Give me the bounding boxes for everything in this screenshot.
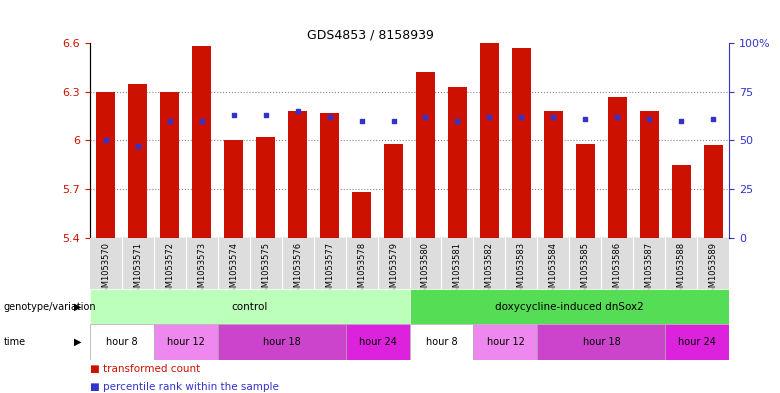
Text: ▶: ▶	[74, 337, 82, 347]
Text: GDS4853 / 8158939: GDS4853 / 8158939	[307, 28, 434, 41]
Text: genotype/variation: genotype/variation	[4, 301, 97, 312]
Text: hour 8: hour 8	[106, 337, 137, 347]
Point	[484, 114, 496, 120]
Text: GSM1053579: GSM1053579	[389, 242, 398, 298]
Point	[548, 114, 560, 120]
Bar	[96, 92, 115, 238]
Point	[100, 138, 112, 144]
Bar	[288, 111, 307, 238]
Text: GSM1053573: GSM1053573	[197, 242, 206, 298]
Bar	[346, 324, 410, 360]
Text: hour 8: hour 8	[426, 337, 457, 347]
Bar	[384, 144, 403, 238]
Text: ▶: ▶	[74, 301, 82, 312]
Point	[195, 118, 207, 124]
Text: GSM1053571: GSM1053571	[133, 242, 142, 298]
Text: control: control	[232, 301, 268, 312]
Bar	[90, 324, 154, 360]
Bar	[416, 72, 435, 238]
Bar	[608, 97, 627, 238]
Point	[644, 116, 656, 122]
Bar	[704, 145, 723, 238]
Bar	[320, 113, 339, 238]
Text: hour 24: hour 24	[359, 337, 396, 347]
Bar	[218, 324, 346, 360]
Text: GSM1053580: GSM1053580	[421, 242, 430, 298]
Text: ■ transformed count: ■ transformed count	[90, 364, 200, 373]
Point	[228, 112, 240, 118]
Bar	[544, 111, 563, 238]
Bar	[410, 289, 729, 324]
Bar	[224, 140, 243, 238]
Point	[164, 118, 176, 124]
Point	[292, 108, 304, 114]
Text: GSM1053581: GSM1053581	[453, 242, 462, 298]
Text: hour 18: hour 18	[263, 337, 300, 347]
Point	[580, 116, 592, 122]
Point	[131, 143, 144, 149]
Text: GSM1053583: GSM1053583	[517, 242, 526, 298]
Bar	[480, 43, 499, 238]
Bar	[512, 48, 531, 238]
Text: GSM1053578: GSM1053578	[357, 242, 366, 298]
Bar	[128, 84, 147, 238]
Point	[356, 118, 368, 124]
Text: GSM1053575: GSM1053575	[261, 242, 270, 298]
Point	[451, 118, 463, 124]
Bar	[90, 238, 729, 289]
Bar	[154, 324, 218, 360]
Text: GSM1053587: GSM1053587	[645, 242, 654, 298]
Bar	[448, 87, 467, 238]
Text: GSM1053585: GSM1053585	[581, 242, 590, 298]
Text: GSM1053576: GSM1053576	[293, 242, 302, 298]
Point	[388, 118, 400, 124]
Text: hour 12: hour 12	[167, 337, 204, 347]
Text: doxycycline-induced dnSox2: doxycycline-induced dnSox2	[495, 301, 644, 312]
Text: ■ percentile rank within the sample: ■ percentile rank within the sample	[90, 382, 278, 392]
Bar	[537, 324, 665, 360]
Text: time: time	[4, 337, 26, 347]
Point	[420, 114, 432, 120]
Bar	[160, 92, 179, 238]
Bar	[473, 324, 537, 360]
Text: GSM1053588: GSM1053588	[677, 242, 686, 298]
Bar	[665, 324, 729, 360]
Bar	[410, 324, 473, 360]
Bar	[192, 46, 211, 238]
Text: GSM1053584: GSM1053584	[549, 242, 558, 298]
Text: GSM1053572: GSM1053572	[165, 242, 174, 298]
Text: hour 18: hour 18	[583, 337, 620, 347]
Point	[259, 112, 272, 118]
Text: GSM1053589: GSM1053589	[709, 242, 718, 298]
Bar	[352, 193, 371, 238]
Point	[707, 116, 720, 122]
Bar	[672, 165, 691, 238]
Point	[516, 114, 528, 120]
Text: GSM1053582: GSM1053582	[485, 242, 494, 298]
Point	[323, 114, 335, 120]
Text: hour 12: hour 12	[487, 337, 524, 347]
Bar	[640, 111, 659, 238]
Text: hour 24: hour 24	[679, 337, 716, 347]
Bar	[90, 289, 410, 324]
Text: GSM1053586: GSM1053586	[613, 242, 622, 298]
Text: GSM1053570: GSM1053570	[101, 242, 110, 298]
Point	[675, 118, 688, 124]
Point	[612, 114, 624, 120]
Bar	[576, 144, 595, 238]
Bar	[256, 137, 275, 238]
Text: GSM1053577: GSM1053577	[325, 242, 334, 298]
Text: GSM1053574: GSM1053574	[229, 242, 238, 298]
